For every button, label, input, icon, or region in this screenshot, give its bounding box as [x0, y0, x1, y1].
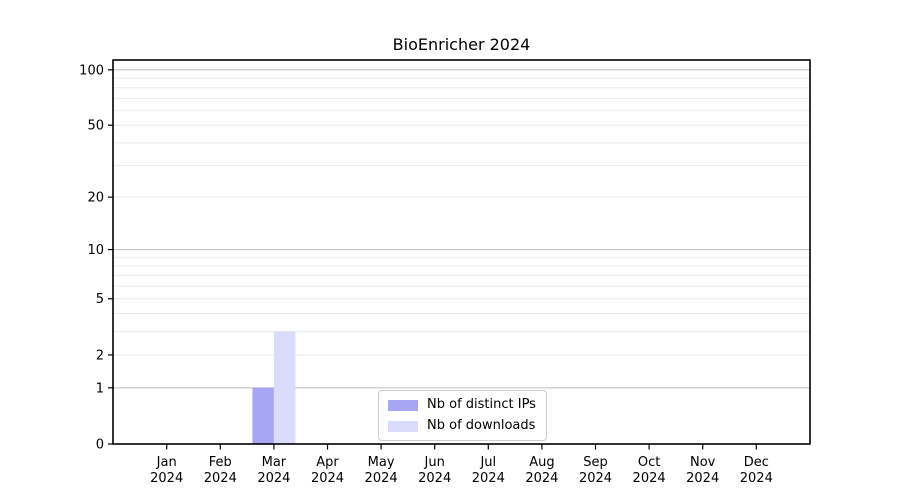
x-tick-label-month: Apr	[316, 455, 339, 470]
y-tick-label: 1	[96, 381, 104, 396]
y-tick-label: 10	[87, 243, 104, 258]
x-tick-label-year: 2024	[740, 471, 773, 486]
x-tick-label-year: 2024	[525, 471, 558, 486]
legend-entry: Nb of distinct IPs	[388, 396, 536, 414]
y-tick-label: 5	[96, 292, 104, 307]
y-tick-label: 2	[96, 348, 104, 363]
y-tick-label: 0	[96, 438, 104, 453]
chart-title: BioEnricher 2024	[392, 35, 531, 54]
y-tick-label: 50	[87, 119, 104, 134]
legend-label: Nb of downloads	[427, 418, 536, 433]
x-tick-label-month: Oct	[638, 455, 660, 470]
x-tick-label-month: Dec	[744, 455, 769, 470]
x-tick-label-year: 2024	[418, 471, 451, 486]
y-tick-label: 100	[79, 63, 104, 78]
x-tick-label-month: Jun	[424, 455, 445, 470]
y-tick-label: 20	[87, 191, 104, 206]
x-tick-label-year: 2024	[686, 471, 719, 486]
x-tick-label-year: 2024	[204, 471, 237, 486]
plot-border	[112, 59, 811, 445]
x-tick-label-month: Nov	[690, 455, 716, 470]
x-tick-label-month: Sep	[583, 455, 608, 470]
x-tick-label-month: Mar	[262, 455, 287, 470]
x-tick-label-month: May	[368, 455, 395, 470]
x-tick-label-year: 2024	[257, 471, 290, 486]
x-tick-label-year: 2024	[633, 471, 666, 486]
legend-swatch	[388, 420, 418, 432]
x-tick-label-year: 2024	[579, 471, 612, 486]
x-tick-label-month: Aug	[529, 455, 554, 470]
x-tick-label-year: 2024	[472, 471, 505, 486]
bar-nb-of-distinct-ips	[252, 387, 274, 444]
x-tick-label-year: 2024	[311, 471, 344, 486]
x-tick-label-year: 2024	[365, 471, 398, 486]
x-tick-label-month: Jan	[156, 455, 177, 470]
legend: Nb of distinct IPs Nb of downloads	[378, 390, 547, 441]
x-tick-label-year: 2024	[150, 471, 183, 486]
bar-nb-of-downloads	[273, 331, 296, 444]
x-tick-label-month: Feb	[209, 455, 232, 470]
x-tick-label-month: Jul	[479, 455, 496, 470]
legend-entry: Nb of downloads	[388, 417, 536, 435]
legend-label: Nb of distinct IPs	[427, 397, 536, 412]
legend-swatch	[388, 399, 418, 411]
